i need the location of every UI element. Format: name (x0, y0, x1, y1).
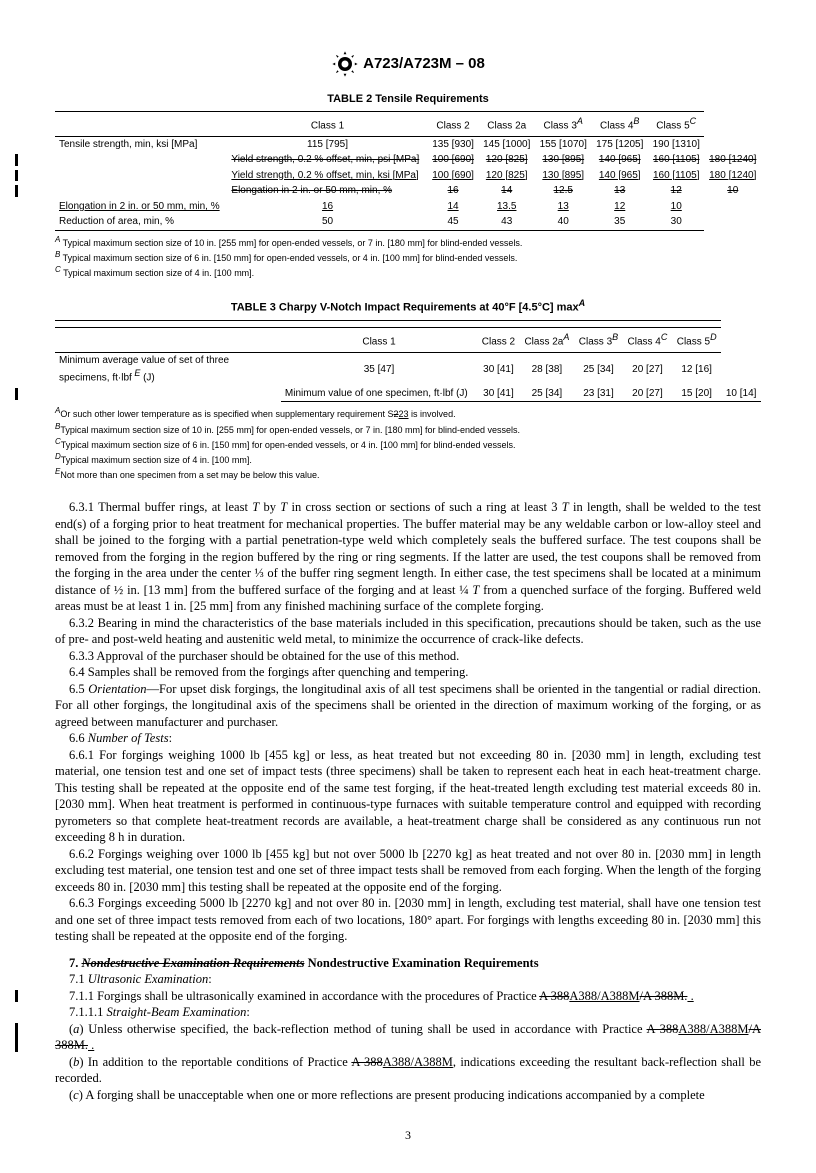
astm-logo-icon (331, 50, 359, 78)
para-64: 6.4 Samples shall be removed from the fo… (55, 664, 761, 681)
sec-7: 7. Nondestructive Examination Requiremen… (55, 955, 761, 972)
para-711: 7.1.1 Forgings shall be ultrasonically e… (55, 988, 761, 1005)
para-632: 6.3.2 Bearing in mind the characteristic… (55, 615, 761, 648)
para-66: 6.6 Number of Tests: (55, 730, 761, 747)
para-633: 6.3.3 Approval of the purchaser should b… (55, 648, 761, 665)
table2-title: TABLE 2 Tensile Requirements (55, 92, 761, 107)
para-631: 6.3.1 Thermal buffer rings, at least T b… (55, 499, 761, 615)
table-row: Minimum value of one specimen, ft·lbf (J… (55, 386, 761, 402)
para-a: (a) Unless otherwise specified, the back… (55, 1021, 761, 1054)
designation: A723/A723M – 08 (363, 54, 485, 74)
body-text: 6.3.1 Thermal buffer rings, at least T b… (55, 499, 761, 1103)
table2: Class 1 Class 2 Class 2a Class 3A Class … (55, 111, 761, 231)
table-row: Yield strength, 0.2 % offset, min, ksi [… (55, 168, 761, 184)
para-71: 7.1 Ultrasonic Examination: (55, 971, 761, 988)
para-662: 6.6.2 Forgings weighing over 1000 lb [45… (55, 846, 761, 896)
table3: Class 1 Class 2 Class 2aA Class 3B Class… (55, 320, 761, 403)
table-row: Reduction of area, min, % 504543403530 (55, 214, 761, 230)
table2-footnotes: A Typical maximum section size of 10 in.… (55, 235, 761, 279)
para-661: 6.6.1 For forgings weighing 1000 lb [455… (55, 747, 761, 846)
table3-title: TABLE 3 Charpy V-Notch Impact Requiremen… (55, 297, 761, 316)
para-7111: 7.1.1.1 Straight-Beam Examination: (55, 1004, 761, 1021)
para-663: 6.6.3 Forgings exceeding 5000 lb [2270 k… (55, 895, 761, 945)
para-65: 6.5 Orientation—For upset disk forgings,… (55, 681, 761, 731)
table-row: Yield strength, 0.2 % offset, min, psi [… (55, 152, 761, 168)
page-header: A723/A723M – 08 (55, 50, 761, 82)
table-row: Elongation in 2 in. or 50 mm, min, % 161… (55, 199, 761, 215)
table3-footnotes: AOr such other lower temperature as is s… (55, 406, 761, 481)
para-c: (c) A forging shall be unacceptable when… (55, 1087, 761, 1104)
table-row: Tensile strength, min, ksi [MPa] 115 [79… (55, 136, 761, 152)
para-b: (b) In addition to the reportable condit… (55, 1054, 761, 1087)
table-row: Minimum average value of set of three sp… (55, 352, 761, 386)
page-number: 3 (55, 1127, 761, 1143)
table-row: Elongation in 2 in. or 50 mm, min, % 161… (55, 183, 761, 199)
